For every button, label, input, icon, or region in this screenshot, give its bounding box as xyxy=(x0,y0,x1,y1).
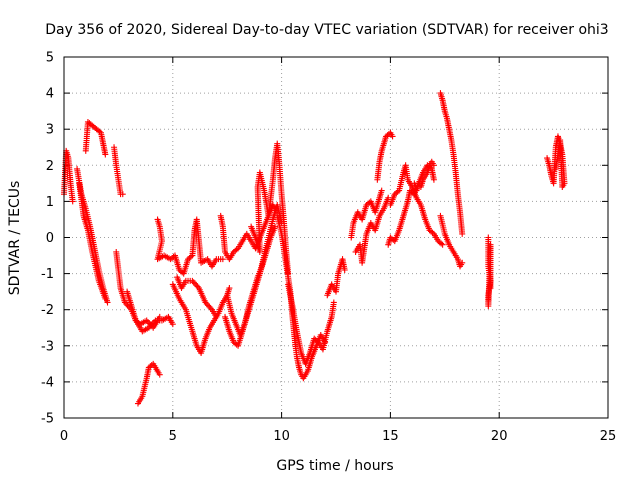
axis-ticks: 0 5 10 15 20 25 -5 -4 -3 -2 -1 0 1 2 3 4 5 xyxy=(41,51,616,445)
data-point xyxy=(202,299,209,306)
grid-lines xyxy=(64,57,608,418)
series-sat-u xyxy=(374,129,396,183)
y-tick-label: 0 xyxy=(46,231,54,246)
series-sat-s xyxy=(348,187,385,241)
data-point xyxy=(330,299,337,306)
data-point xyxy=(459,230,466,237)
series-sat-ab xyxy=(544,133,568,190)
data-point xyxy=(156,313,163,320)
data-point xyxy=(430,162,437,169)
y-tick-label: -1 xyxy=(41,267,54,282)
data-point xyxy=(146,320,153,327)
x-tick-label: 0 xyxy=(60,429,68,444)
series-sat-d xyxy=(82,118,109,158)
y-tick-label: 4 xyxy=(46,87,54,102)
series-sat-i xyxy=(154,216,226,277)
data-point xyxy=(487,285,494,292)
chart-title: Day 356 of 2020, Sidereal Day-to-day VTE… xyxy=(45,22,608,38)
data-point xyxy=(207,305,214,312)
x-tick-label: 15 xyxy=(382,429,399,444)
y-tick-label: 1 xyxy=(46,195,54,210)
data-point xyxy=(156,371,163,378)
data-point xyxy=(121,299,128,306)
series-sat-q xyxy=(285,281,337,367)
data-point xyxy=(124,302,131,309)
data-point xyxy=(169,321,176,328)
data-point xyxy=(69,198,76,205)
y-tick-label: -3 xyxy=(41,339,54,354)
y-axis-label: SDTVAR / TECUs xyxy=(7,181,23,296)
y-tick-label: -2 xyxy=(41,303,54,318)
data-point xyxy=(430,176,437,183)
series-sat-n xyxy=(224,223,279,338)
x-tick-label: 5 xyxy=(169,429,177,444)
series-sat-aa xyxy=(485,234,494,310)
series-sat-r xyxy=(324,256,348,299)
x-axis-label: GPS time / hours xyxy=(276,458,393,474)
data-point xyxy=(203,300,210,307)
data-point xyxy=(389,133,396,140)
data-points xyxy=(61,90,568,407)
series-sat-t xyxy=(352,194,392,266)
x-tick-label: 10 xyxy=(273,429,290,444)
data-point xyxy=(119,191,126,198)
data-point xyxy=(385,194,392,201)
data-point xyxy=(194,283,201,290)
data-point xyxy=(439,241,446,248)
series-sat-z xyxy=(437,212,466,270)
data-point xyxy=(144,318,151,325)
data-point xyxy=(378,187,385,194)
data-point xyxy=(143,317,150,324)
data-point xyxy=(191,280,198,287)
data-point xyxy=(213,313,220,320)
data-point xyxy=(459,259,466,266)
series-sat-h xyxy=(134,360,163,407)
data-point xyxy=(206,303,213,310)
y-tick-label: 2 xyxy=(46,159,54,174)
series-sat-g xyxy=(124,288,163,331)
series-sat-k xyxy=(174,274,220,320)
series-sat-a xyxy=(61,147,76,205)
data-point xyxy=(190,279,197,286)
series-sat-p xyxy=(274,212,329,382)
y-tick-label: -4 xyxy=(41,375,54,390)
data-point xyxy=(552,165,559,172)
data-point xyxy=(272,223,279,230)
data-point xyxy=(102,151,109,158)
x-tick-label: 20 xyxy=(491,429,508,444)
data-point xyxy=(226,285,233,292)
data-point xyxy=(341,266,348,273)
series-sat-c xyxy=(76,180,109,302)
series-sat-y xyxy=(437,90,466,237)
data-point xyxy=(205,302,212,309)
data-point xyxy=(189,277,196,284)
data-point xyxy=(193,282,200,289)
plot-frame xyxy=(63,56,609,419)
y-tick-label: -5 xyxy=(41,412,54,427)
data-point xyxy=(219,256,226,263)
series-sat-e xyxy=(111,144,126,198)
data-point xyxy=(102,295,109,302)
series-sat-j xyxy=(169,281,233,357)
series-sat-x xyxy=(411,158,437,194)
data-point xyxy=(104,299,111,306)
y-tick-label: 3 xyxy=(46,123,54,138)
y-tick-label: 5 xyxy=(46,51,54,66)
data-point xyxy=(147,321,154,328)
x-tick-label: 25 xyxy=(600,429,617,444)
